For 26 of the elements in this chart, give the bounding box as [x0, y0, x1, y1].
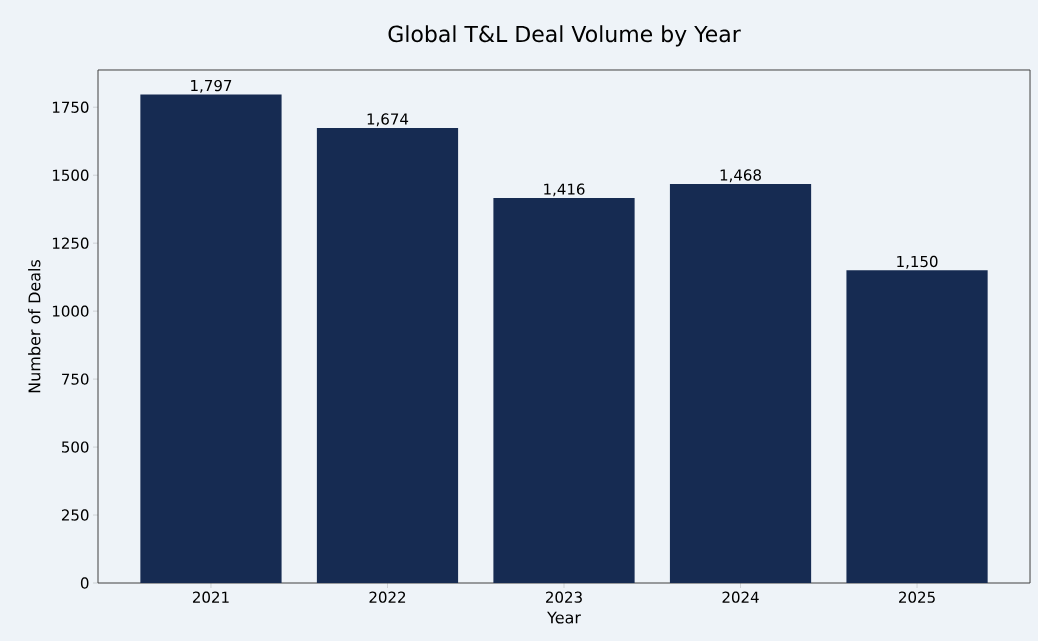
data-label: 1,797 [191, 79, 232, 93]
data-label: 1,416 [544, 183, 585, 197]
y-tick-label: 750 [62, 373, 89, 385]
data-label: 1,468 [720, 169, 761, 183]
y-tick-label: 1500 [52, 169, 89, 181]
y-tick-label: 0 [80, 577, 89, 589]
bar [846, 270, 988, 583]
x-tick-label: 2021 [192, 591, 229, 603]
bar [316, 127, 459, 583]
y-tick-label: 1000 [52, 305, 89, 317]
x-tick-label: 2025 [899, 591, 935, 603]
y-axis-title: Number of Deals [28, 259, 41, 393]
bar [669, 183, 812, 583]
y-tick-label: 500 [62, 441, 89, 453]
x-tick-label: 2024 [722, 591, 759, 603]
y-tick-label: 1250 [52, 237, 89, 249]
y-tick-label: 250 [61, 509, 89, 521]
bar [493, 198, 635, 583]
bar [140, 94, 282, 583]
x-axis-title: Year [547, 611, 581, 624]
chart-title: Global T&L Deal Volume by Year [388, 25, 741, 47]
data-label: 1,150 [897, 255, 938, 269]
data-label: 1,674 [367, 113, 409, 127]
y-tick-label: 1750 [52, 101, 89, 113]
x-tick-label: 2022 [369, 591, 406, 603]
x-tick-label: 2023 [546, 591, 582, 603]
